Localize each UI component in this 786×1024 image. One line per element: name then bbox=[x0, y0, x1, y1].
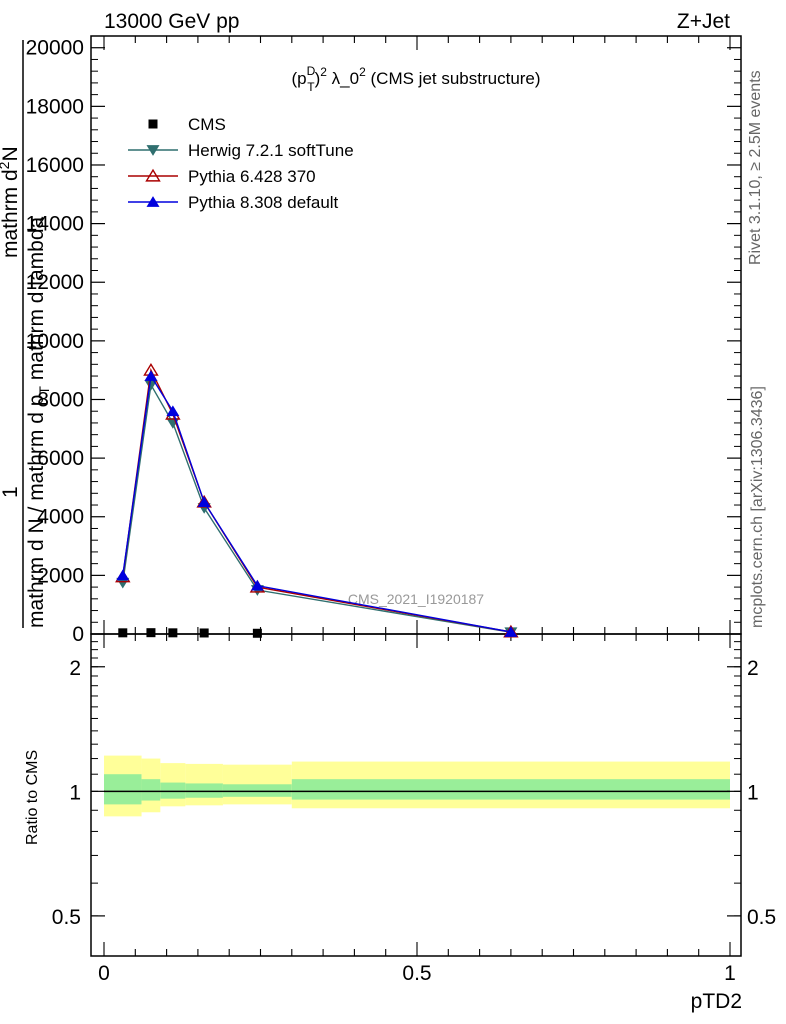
header-right: Z+Jet bbox=[677, 10, 730, 33]
ratio-band-inner bbox=[222, 784, 292, 797]
x-tick-label: 0 bbox=[98, 962, 110, 985]
series-layer bbox=[115, 362, 519, 639]
data-point-cms bbox=[252, 628, 262, 638]
x-tick-label: 0.5 bbox=[402, 962, 431, 985]
main-y-tick-label: 8000 bbox=[37, 388, 84, 411]
x-axis-label: pTD2 bbox=[691, 990, 742, 1013]
series-line-pythia8 bbox=[122, 374, 512, 633]
main-y-ticks: 0 2000 4000 6000 8000 10000 12000 14000 16000 180… bbox=[26, 37, 741, 646]
ratio-y-tick-label-right: 2 bbox=[747, 657, 759, 680]
legend: CMS Herwig 7.2.1 softTune Pythia 6.428 370… bbox=[128, 115, 354, 212]
plot-title-lambda-power: 2 bbox=[359, 65, 366, 79]
ylabel-numerator-n: N bbox=[0, 146, 22, 161]
series-pythia8 bbox=[116, 370, 518, 637]
main-y-tick-label: 10000 bbox=[26, 330, 84, 353]
ratio-band-inner bbox=[104, 774, 142, 805]
main-y-tick-label: 4000 bbox=[37, 506, 84, 529]
ratio-x-ticks: 0 0.5 1 bbox=[98, 634, 736, 985]
main-y-axis-label: 1 mathrm d N / mathrm d pT mathrm d lamb… bbox=[0, 40, 52, 628]
main-y-tick-label: 6000 bbox=[37, 447, 84, 470]
legend-label-pythia6: Pythia 6.428 370 bbox=[188, 167, 316, 186]
main-y-tick-label: 0 bbox=[72, 623, 84, 646]
data-point-herwig bbox=[116, 577, 130, 589]
data-point-pythia8 bbox=[144, 370, 158, 381]
ratio-y-tick-label: 0.5 bbox=[52, 906, 81, 929]
ratio-y-ticks: 0.5 0.5 1 1 2 2 bbox=[52, 633, 776, 957]
series-line-herwig bbox=[122, 382, 512, 633]
data-point-pythia8 bbox=[250, 579, 264, 591]
series-cms bbox=[118, 628, 262, 638]
ratio-y-axis-label: Ratio to CMS bbox=[24, 750, 41, 845]
legend-label-herwig: Herwig 7.2.1 softTune bbox=[188, 141, 354, 160]
main-y-tick-label: 14000 bbox=[26, 213, 84, 236]
ylabel-denominator-rest: mathrm d lambda bbox=[25, 216, 48, 386]
main-y-tick-label: 18000 bbox=[26, 95, 84, 118]
ratio-y-tick-label-right: 0.5 bbox=[747, 906, 776, 929]
rivet-label: Rivet 3.1.10, ≥ 2.5M events bbox=[747, 70, 764, 265]
ratio-bands bbox=[104, 755, 730, 817]
plot-title-open: (p bbox=[291, 69, 306, 88]
ylabel-numerator-sup: 2 bbox=[0, 161, 12, 169]
data-point-cms bbox=[146, 628, 156, 638]
plot-title-lambda: λ_0 bbox=[327, 69, 359, 88]
data-point-cms bbox=[199, 628, 209, 638]
main-y-tick-label: 2000 bbox=[37, 564, 84, 587]
main-x-ticks bbox=[103, 36, 731, 634]
plot-title-sup: D bbox=[307, 64, 316, 78]
data-point-pythia8 bbox=[116, 569, 130, 581]
ylabel-denominator: mathrm d N / mathrm d pT mathrm d lambda bbox=[25, 216, 52, 628]
plot-title-rest: (CMS jet substructure) bbox=[366, 69, 541, 88]
plot-title-close: ) bbox=[315, 69, 321, 88]
main-y-tick-label: 12000 bbox=[26, 271, 84, 294]
legend-marker-cms bbox=[148, 119, 158, 129]
data-point-cms bbox=[168, 628, 178, 638]
legend-label-pythia8: Pythia 8.308 default bbox=[188, 193, 339, 212]
main-y-tick-label: 16000 bbox=[26, 154, 84, 177]
main-y-tick-label: 20000 bbox=[26, 37, 84, 60]
x-tick-label: 1 bbox=[724, 962, 736, 985]
header-left: 13000 GeV pp bbox=[104, 10, 239, 33]
ratio-plot-frame bbox=[90, 633, 742, 957]
plot-title: (pD T)2 λ_02 (CMS jet substructure) bbox=[291, 64, 540, 94]
data-point-pythia8 bbox=[197, 496, 211, 507]
plot-title-power: 2 bbox=[320, 65, 327, 79]
ylabel-numerator-d: mathrm d bbox=[0, 169, 22, 258]
ratio-band-inner bbox=[141, 779, 161, 801]
ylabel-denominator-main: mathrm d N / mathrm d p bbox=[25, 395, 48, 628]
ratio-band-inner bbox=[291, 779, 730, 800]
ratio-band-inner bbox=[185, 783, 223, 798]
ratio-y-tick-label-right: 1 bbox=[747, 781, 759, 804]
ratio-y-tick-label: 1 bbox=[69, 781, 81, 804]
data-point-pythia8 bbox=[504, 626, 518, 637]
ratio-y-tick-label: 2 bbox=[69, 657, 81, 680]
ylabel-numerator-one: 1 bbox=[0, 486, 22, 498]
ylabel-numerator: mathrm d2N bbox=[0, 146, 22, 258]
legend-marker-herwig bbox=[146, 145, 160, 156]
data-point-pythia8 bbox=[166, 405, 180, 417]
plot-title-sub: T bbox=[307, 80, 315, 94]
data-point-herwig bbox=[144, 379, 158, 391]
mcplots-label: mcplots.cern.ch [arXiv:1306.3436] bbox=[749, 386, 766, 628]
data-point-cms bbox=[118, 628, 128, 638]
legend-label-cms: CMS bbox=[188, 115, 226, 134]
watermark: CMS_2021_I1920187 bbox=[348, 591, 484, 607]
legend-marker-pythia6 bbox=[145, 168, 161, 182]
ylabel-denominator-sub: T bbox=[36, 386, 52, 395]
legend-marker-pythia8 bbox=[146, 196, 160, 207]
